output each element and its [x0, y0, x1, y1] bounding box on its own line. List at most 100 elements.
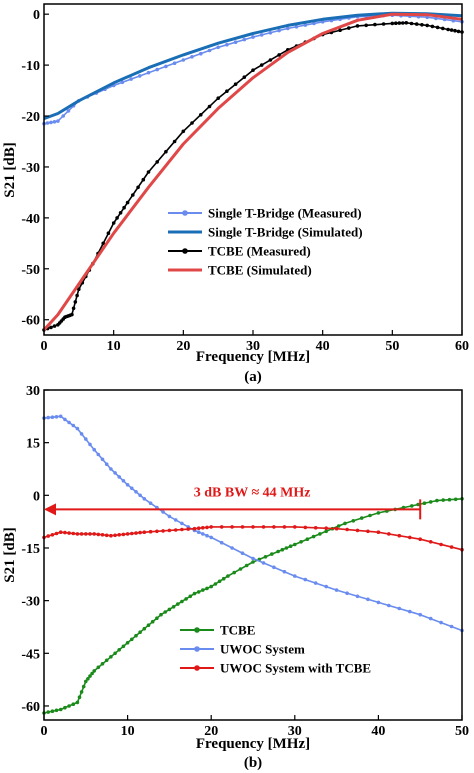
series-point — [106, 231, 111, 235]
series-point — [261, 525, 266, 529]
series-point — [217, 579, 222, 584]
series-point — [172, 139, 177, 144]
series-point — [46, 710, 50, 714]
series-point — [67, 704, 71, 708]
series-point — [359, 516, 364, 520]
series-point — [272, 565, 276, 570]
series-point — [449, 624, 454, 629]
series-point — [209, 584, 213, 589]
series-point — [216, 96, 220, 100]
series-point — [205, 525, 209, 530]
series-point — [312, 21, 316, 26]
series-point — [45, 121, 50, 125]
series-point — [336, 524, 341, 528]
series-point — [453, 28, 457, 33]
series-point — [324, 529, 329, 534]
series-point — [49, 120, 53, 125]
series-point — [439, 620, 443, 625]
panel-b-legend: TCBE UWOC System UWOC System with TCBE — [180, 623, 371, 676]
x-tick-label: 0 — [41, 339, 48, 354]
series-point — [428, 500, 433, 504]
series-point — [88, 674, 92, 678]
panel-b-yticks: 30 15 0 -15 -30 -45 -60 — [21, 384, 49, 715]
series-point — [345, 591, 349, 595]
series-point — [146, 623, 151, 627]
series-point — [428, 616, 433, 621]
series-point — [408, 535, 412, 540]
series-point — [134, 531, 138, 535]
series-point — [240, 551, 245, 555]
legend-marker — [194, 627, 200, 633]
series-point — [233, 40, 238, 44]
series-point — [409, 21, 414, 26]
series-point — [188, 594, 193, 599]
legend-marker — [182, 210, 188, 216]
series-point — [355, 24, 360, 28]
series-point — [366, 597, 370, 602]
series-point — [205, 533, 209, 538]
panel-b-annotation: 3 dB BW ≈ 44 MHz — [44, 485, 422, 520]
series-point — [381, 22, 386, 26]
series-point — [355, 528, 360, 533]
series-point — [49, 325, 53, 330]
series-point — [113, 651, 117, 656]
series-point — [311, 534, 316, 539]
series-point — [88, 442, 92, 447]
series-point — [167, 528, 172, 533]
series-line-3 — [43, 526, 463, 551]
series-point — [96, 532, 101, 537]
series-point — [263, 555, 268, 559]
series-point — [205, 586, 209, 591]
series-point — [213, 582, 218, 586]
series-point — [58, 414, 63, 419]
series-point — [67, 420, 71, 425]
series-point — [117, 475, 121, 479]
panel-b-ylabel: S21 [dB] — [2, 527, 18, 582]
bandwidth-annotation-text: 3 dB BW ≈ 44 MHz — [194, 485, 311, 500]
series-point — [161, 510, 165, 514]
series-point — [199, 51, 203, 56]
series-point — [201, 532, 205, 536]
series-point — [272, 525, 276, 529]
panel-a-series — [42, 11, 464, 332]
series-point — [161, 529, 165, 533]
series-point — [155, 529, 159, 534]
legend-marker — [182, 248, 188, 254]
series-point — [186, 527, 190, 531]
series-point — [404, 21, 409, 25]
series-point — [418, 612, 423, 617]
series-point — [79, 532, 84, 536]
series-point — [435, 25, 440, 30]
series-point — [299, 540, 303, 544]
panel-a-frame — [43, 3, 463, 336]
series-point — [425, 23, 430, 28]
series-point — [355, 594, 360, 599]
series-point — [115, 216, 119, 220]
series-point — [394, 21, 398, 26]
series-point — [251, 35, 255, 39]
series-point — [313, 581, 318, 585]
series-point — [125, 641, 130, 645]
series-point — [155, 160, 159, 164]
series-point — [148, 529, 153, 534]
x-tick-label: 20 — [204, 724, 218, 739]
series-point — [313, 526, 318, 530]
series-point — [244, 563, 249, 568]
series-point — [259, 63, 264, 67]
series-point — [410, 504, 414, 508]
panel-a: 0 10 20 30 40 50 60 0 -10 -20 -30 -40 -50 -60 Freque… — [2, 3, 469, 385]
series-point — [92, 532, 96, 536]
series-point — [142, 497, 147, 501]
series-point — [180, 599, 184, 604]
series-point — [268, 31, 273, 35]
series-point — [100, 533, 105, 537]
series-point — [86, 677, 90, 681]
series-point — [84, 532, 88, 536]
series-point — [146, 170, 151, 174]
series-point — [286, 26, 290, 31]
series-point — [294, 25, 299, 29]
legend-marker — [194, 665, 200, 671]
series-point — [66, 109, 71, 113]
series-point — [190, 55, 194, 59]
